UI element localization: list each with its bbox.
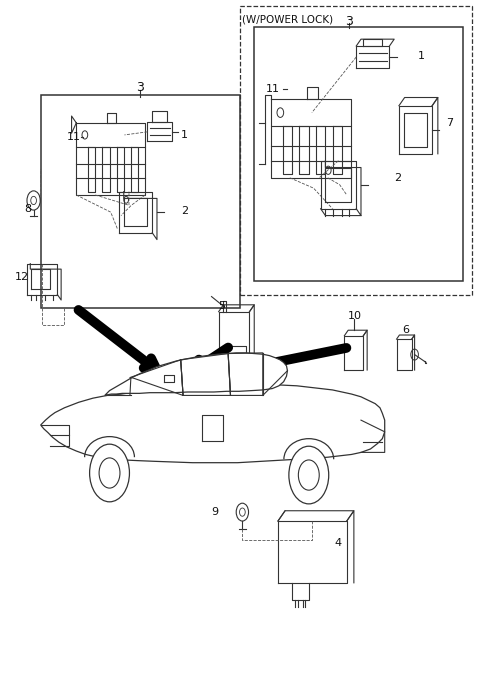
Text: 9: 9 bbox=[212, 507, 219, 517]
Text: 3: 3 bbox=[136, 81, 144, 93]
Bar bbox=[254, 27, 463, 281]
Text: (W/POWER LOCK): (W/POWER LOCK) bbox=[242, 15, 334, 25]
Circle shape bbox=[299, 460, 319, 490]
Polygon shape bbox=[41, 385, 384, 463]
Bar bbox=[240, 6, 472, 295]
Text: 5: 5 bbox=[219, 301, 226, 311]
Text: 3: 3 bbox=[345, 15, 353, 28]
Text: 10: 10 bbox=[348, 311, 362, 322]
Text: 11: 11 bbox=[67, 131, 81, 142]
Text: 11: 11 bbox=[266, 84, 280, 93]
Text: 4: 4 bbox=[335, 538, 342, 548]
Circle shape bbox=[90, 444, 130, 502]
Text: 7: 7 bbox=[446, 118, 454, 128]
Circle shape bbox=[289, 446, 329, 504]
Text: 2: 2 bbox=[394, 173, 401, 183]
Bar bbox=[41, 95, 240, 308]
Polygon shape bbox=[105, 353, 288, 395]
Text: 2: 2 bbox=[180, 206, 188, 217]
Text: 1: 1 bbox=[180, 129, 188, 140]
Circle shape bbox=[99, 458, 120, 488]
Text: 1: 1 bbox=[418, 51, 425, 62]
Text: 8: 8 bbox=[24, 203, 32, 214]
Text: 6: 6 bbox=[403, 325, 410, 335]
Text: 12: 12 bbox=[14, 273, 29, 282]
